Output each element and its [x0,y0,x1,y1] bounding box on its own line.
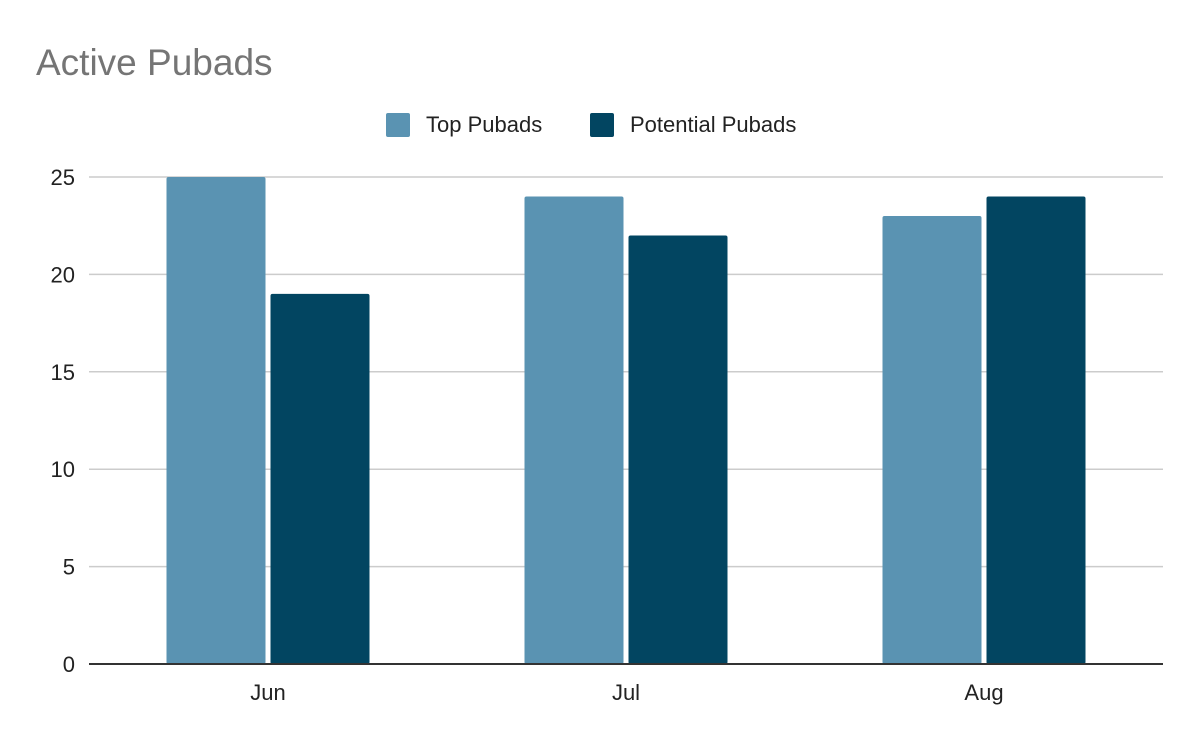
legend: Top Pubads Potential Pubads [386,112,796,137]
bar-jun-top-pubads [166,177,266,664]
y-tick-label: 25 [51,165,75,190]
y-tick-label: 20 [51,262,75,287]
legend-label-potential-pubads: Potential Pubads [630,112,796,137]
bar-jul-potential-pubads [628,235,728,664]
x-tick-label: Jun [250,680,285,705]
bar-jun-potential-pubads [270,293,370,664]
y-tick-label: 10 [51,457,75,482]
legend-swatch-potential-pubads [590,113,614,137]
bar-aug-top-pubads [882,215,982,664]
legend-label-top-pubads: Top Pubads [426,112,542,137]
x-tick-label: Aug [964,680,1003,705]
bar-aug-potential-pubads [986,196,1086,665]
chart-title: Active Pubads [36,42,273,83]
y-tick-label: 0 [63,652,75,677]
y-tick-label: 5 [63,555,75,580]
bars [166,177,1086,665]
gridlines [89,176,1163,568]
legend-swatch-top-pubads [386,113,410,137]
y-axis-ticks: 0 5 10 15 20 25 [51,165,75,677]
bar-jul-top-pubads [524,196,624,665]
x-tick-label: Jul [612,680,640,705]
y-tick-label: 15 [51,360,75,385]
x-axis-ticks: Jun Jul Aug [250,680,1003,705]
